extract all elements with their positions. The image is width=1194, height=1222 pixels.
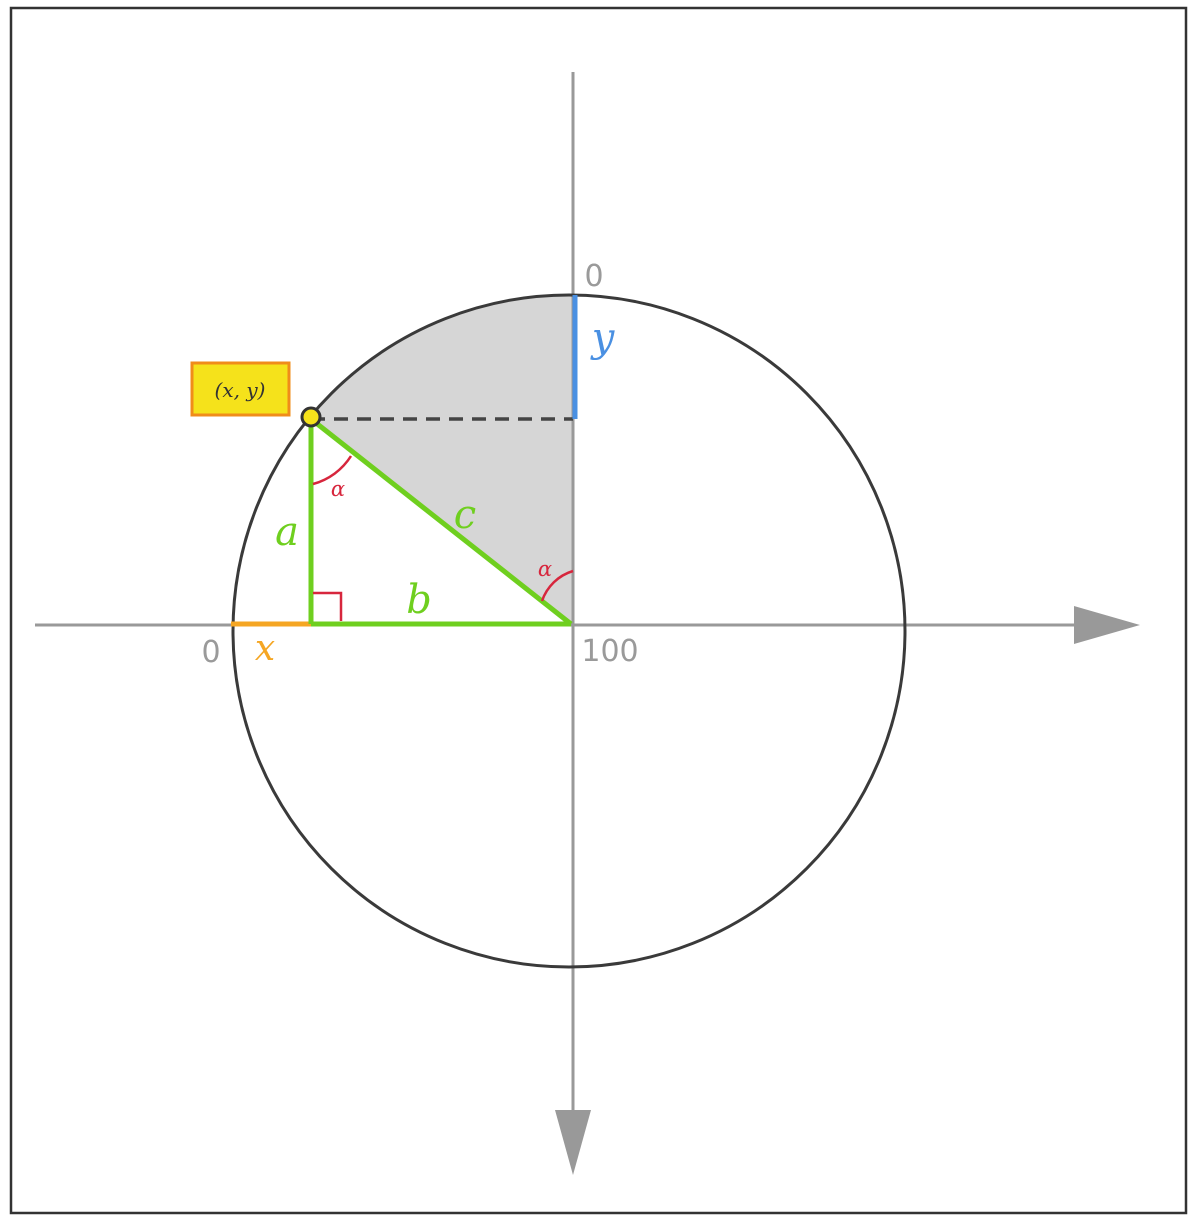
side-c-line [309, 417, 573, 626]
tick-label-left-zero: 0 [201, 635, 220, 670]
circle [231, 293, 907, 969]
point-label: (x, y) [215, 378, 266, 402]
angle-label-top: α [331, 477, 345, 501]
point-marker [300, 406, 322, 428]
diagram-frame [9, 6, 1188, 1215]
angle-arc-center [540, 569, 574, 602]
side-c-label: c [454, 492, 476, 538]
tick-label-top-zero: 0 [584, 259, 603, 294]
side-b-label: b [406, 577, 432, 623]
angle-arc-top [312, 455, 353, 486]
x-axis-arrowhead [1074, 606, 1140, 644]
y-axis-arrowhead [555, 1110, 591, 1175]
tick-label-center: 100 [581, 634, 638, 669]
right-angle-marker [313, 591, 343, 621]
point-label-box [190, 361, 291, 417]
x-label: x [255, 628, 275, 669]
angle-label-center: α [538, 557, 552, 581]
side-a-label: a [275, 509, 299, 555]
y-label: y [590, 315, 616, 361]
shaded-sector [311, 294, 573, 625]
